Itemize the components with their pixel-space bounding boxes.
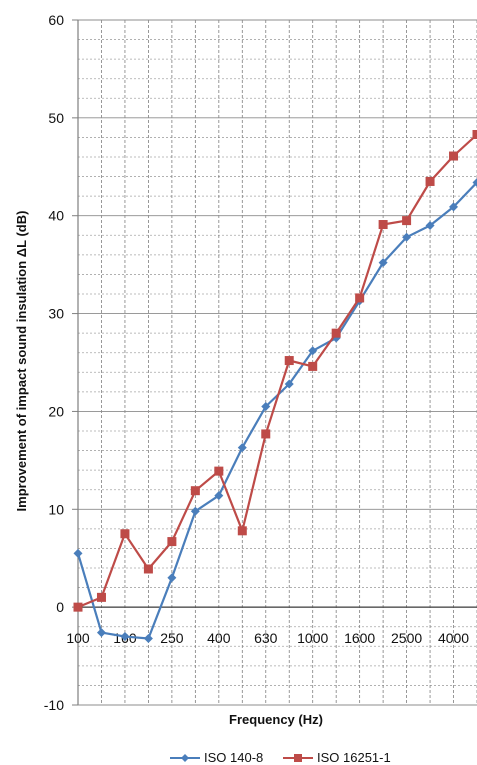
major-gridlines bbox=[78, 19, 477, 705]
data-point bbox=[402, 232, 412, 242]
data-point bbox=[190, 506, 200, 516]
legend-item-iso-16251-1: ISO 16251-1 bbox=[283, 750, 391, 765]
data-point bbox=[167, 573, 177, 583]
data-point bbox=[425, 176, 435, 186]
y-tick-label: 50 bbox=[48, 110, 64, 126]
x-tick-label: 630 bbox=[254, 630, 278, 646]
data-point bbox=[214, 491, 224, 501]
data-point bbox=[308, 346, 318, 356]
legend-item-iso-140-8: ISO 140-8 bbox=[170, 750, 263, 765]
data-point bbox=[214, 466, 224, 476]
x-tick-label: 100 bbox=[66, 630, 90, 646]
axes bbox=[72, 19, 477, 706]
data-point bbox=[331, 328, 341, 338]
y-tick-label: 20 bbox=[48, 403, 64, 419]
data-point bbox=[120, 632, 130, 641]
y-tick-label: 0 bbox=[56, 599, 64, 615]
square-marker-icon bbox=[294, 754, 302, 762]
data-point bbox=[261, 402, 271, 412]
y-tick-label: 40 bbox=[48, 208, 64, 224]
legend: ISO 140-8 ISO 16251-1 bbox=[170, 750, 391, 765]
data-point bbox=[237, 526, 247, 536]
data-point bbox=[96, 628, 106, 638]
data-point bbox=[284, 356, 294, 366]
data-point bbox=[378, 258, 388, 268]
data-point bbox=[120, 529, 130, 539]
x-axis-title: Frequency (Hz) bbox=[229, 712, 323, 727]
data-point bbox=[167, 537, 177, 547]
y-tick-label: 30 bbox=[48, 306, 64, 322]
minor-gridlines bbox=[78, 39, 477, 686]
y-tick-labels: -10 0 10 20 30 40 50 60 bbox=[44, 12, 64, 713]
y-tick-label: -10 bbox=[44, 697, 64, 713]
data-point bbox=[143, 564, 153, 574]
data-point bbox=[472, 177, 477, 187]
series-layer bbox=[73, 129, 477, 643]
series-line-2 bbox=[77, 133, 477, 609]
legend-label-iso-140-8: ISO 140-8 bbox=[204, 750, 263, 765]
y-tick-label: 60 bbox=[48, 12, 64, 28]
data-point bbox=[73, 602, 83, 612]
data-point bbox=[96, 592, 106, 602]
data-point bbox=[355, 293, 365, 303]
data-point bbox=[308, 361, 318, 371]
x-tick-label: 4000 bbox=[438, 630, 469, 646]
data-point bbox=[378, 220, 388, 230]
data-point bbox=[73, 548, 83, 558]
data-point bbox=[402, 216, 412, 226]
data-point bbox=[449, 151, 459, 161]
data-point bbox=[237, 443, 247, 453]
x-tick-label: 250 bbox=[160, 630, 184, 646]
data-point bbox=[425, 221, 435, 230]
x-tick-label: 1600 bbox=[344, 630, 375, 646]
legend-label-iso-16251-1: ISO 16251-1 bbox=[317, 750, 391, 765]
data-point bbox=[190, 486, 200, 496]
y-axis-title: Improvement of impact sound insulation Δ… bbox=[14, 211, 29, 512]
x-tick-label: 400 bbox=[207, 630, 231, 646]
data-point bbox=[284, 379, 294, 389]
series-line-1 bbox=[76, 181, 477, 640]
x-tick-label: 1000 bbox=[297, 630, 328, 646]
data-point bbox=[449, 202, 459, 212]
data-point bbox=[472, 129, 477, 139]
diamond-marker-icon bbox=[181, 754, 189, 762]
x-tick-labels: 1001602504006301000160025004000 bbox=[66, 630, 469, 646]
y-tick-label: 10 bbox=[48, 501, 64, 517]
x-tick-label: 2500 bbox=[391, 630, 422, 646]
data-point bbox=[261, 429, 271, 439]
data-point bbox=[143, 633, 153, 643]
